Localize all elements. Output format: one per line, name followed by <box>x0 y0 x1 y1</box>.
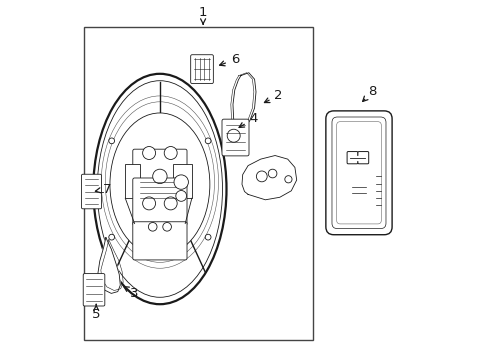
FancyBboxPatch shape <box>81 174 102 209</box>
Text: 6: 6 <box>231 53 239 66</box>
Circle shape <box>163 222 171 231</box>
Circle shape <box>108 138 114 144</box>
Circle shape <box>142 147 155 159</box>
FancyBboxPatch shape <box>133 149 186 185</box>
FancyBboxPatch shape <box>133 178 186 225</box>
Circle shape <box>205 234 210 240</box>
Circle shape <box>256 171 266 182</box>
Circle shape <box>176 190 186 201</box>
Circle shape <box>164 147 177 159</box>
Text: 8: 8 <box>367 85 376 98</box>
FancyBboxPatch shape <box>331 117 385 229</box>
Text: 2: 2 <box>274 89 283 102</box>
Polygon shape <box>356 156 358 160</box>
Text: 4: 4 <box>249 112 257 125</box>
Bar <box>84 27 312 340</box>
Circle shape <box>142 197 155 210</box>
Circle shape <box>227 129 240 142</box>
Circle shape <box>152 169 167 184</box>
Polygon shape <box>232 73 256 128</box>
Circle shape <box>205 138 210 144</box>
Circle shape <box>268 169 276 178</box>
Bar <box>173 164 191 198</box>
FancyBboxPatch shape <box>222 119 248 156</box>
Ellipse shape <box>110 113 209 256</box>
Circle shape <box>284 176 291 183</box>
Text: 1: 1 <box>199 6 207 19</box>
Polygon shape <box>242 156 296 200</box>
Circle shape <box>148 222 157 231</box>
FancyBboxPatch shape <box>133 222 186 260</box>
Bar <box>125 164 140 198</box>
Circle shape <box>174 175 188 189</box>
Polygon shape <box>98 238 120 293</box>
FancyBboxPatch shape <box>336 122 381 224</box>
FancyBboxPatch shape <box>346 152 357 164</box>
Circle shape <box>164 197 177 210</box>
FancyBboxPatch shape <box>83 274 104 306</box>
FancyBboxPatch shape <box>325 111 391 235</box>
FancyBboxPatch shape <box>357 152 368 164</box>
Text: 3: 3 <box>130 287 139 300</box>
Ellipse shape <box>97 81 222 297</box>
Ellipse shape <box>93 74 226 304</box>
Text: 7: 7 <box>102 183 111 195</box>
FancyBboxPatch shape <box>190 55 213 84</box>
Circle shape <box>108 234 114 240</box>
Text: 5: 5 <box>92 309 100 321</box>
